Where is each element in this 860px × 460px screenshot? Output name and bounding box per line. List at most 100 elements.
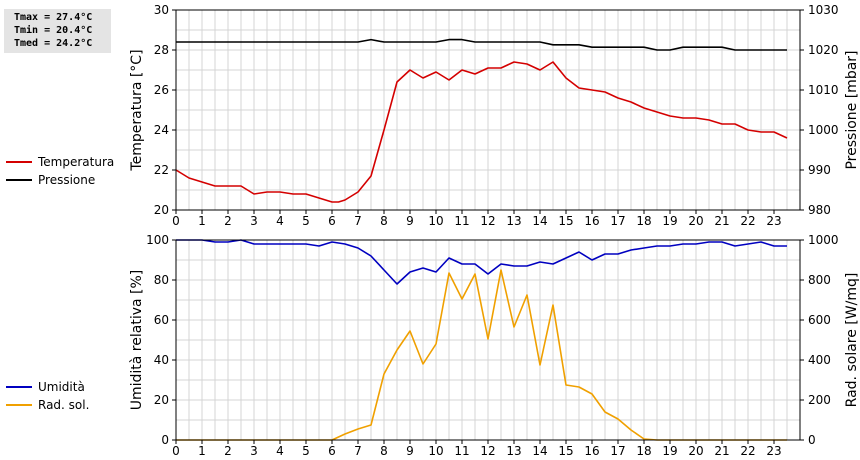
y-tick-label: 100 bbox=[146, 233, 169, 247]
legend-bottom: Umidità Rad. sol. bbox=[6, 378, 89, 414]
y-tick-label: 0 bbox=[161, 433, 169, 447]
x-tick-label: 8 bbox=[380, 444, 388, 458]
x-tick-label: 5 bbox=[302, 214, 310, 228]
x-tick-label: 2 bbox=[224, 444, 232, 458]
x-tick-label: 3 bbox=[250, 444, 258, 458]
y2-tick-label: 1000 bbox=[808, 123, 839, 137]
legend-item-temperatura: Temperatura bbox=[6, 153, 114, 171]
x-tick-label: 15 bbox=[558, 214, 573, 228]
x-tick-label: 16 bbox=[584, 214, 599, 228]
legend-swatch-radsol bbox=[6, 404, 32, 406]
legend-item-umidita: Umidità bbox=[6, 378, 89, 396]
legend-swatch-temperatura bbox=[6, 161, 32, 163]
y2-tick-label: 980 bbox=[808, 203, 831, 217]
x-tick-label: 8 bbox=[380, 214, 388, 228]
x-tick-label: 9 bbox=[406, 214, 414, 228]
series-line-2-2 bbox=[176, 269, 787, 441]
y-tick-label: 80 bbox=[154, 273, 169, 287]
x-tick-label: 1 bbox=[198, 214, 206, 228]
x-tick-label: 14 bbox=[532, 214, 547, 228]
legend-label-temperatura: Temperatura bbox=[38, 155, 115, 169]
series-line-2-1 bbox=[176, 239, 787, 285]
legend-swatch-pressione bbox=[6, 179, 32, 181]
y2-tick-label: 990 bbox=[808, 163, 831, 177]
y2-tick-label: 0 bbox=[808, 433, 816, 447]
y2-axis-title: Rad. solare [W/mq] bbox=[844, 273, 860, 408]
stat-tmin: Tmin = 20.4°C bbox=[14, 25, 93, 36]
y-tick-label: 20 bbox=[154, 203, 169, 217]
x-tick-label: 9 bbox=[406, 444, 414, 458]
x-tick-label: 13 bbox=[506, 214, 521, 228]
x-tick-label: 22 bbox=[740, 214, 755, 228]
x-tick-label: 23 bbox=[766, 444, 781, 458]
y2-tick-label: 1030 bbox=[808, 3, 839, 17]
x-tick-label: 1 bbox=[198, 444, 206, 458]
x-tick-label: 21 bbox=[714, 214, 729, 228]
stat-tmed: Tmed = 24.2°C bbox=[14, 38, 93, 49]
x-tick-label: 18 bbox=[636, 214, 651, 228]
x-tick-label: 19 bbox=[662, 214, 677, 228]
y-tick-label: 22 bbox=[154, 163, 169, 177]
legend-swatch-umidita bbox=[6, 386, 32, 388]
x-tick-label: 4 bbox=[276, 214, 284, 228]
x-tick-label: 5 bbox=[302, 444, 310, 458]
legend-top: Temperatura Pressione bbox=[6, 153, 114, 189]
x-tick-label: 6 bbox=[328, 214, 336, 228]
x-tick-label: 10 bbox=[428, 444, 443, 458]
legend-label-pressione: Pressione bbox=[38, 173, 96, 187]
x-tick-label: 7 bbox=[354, 444, 362, 458]
series-line-1-1 bbox=[175, 61, 788, 203]
y-tick-label: 20 bbox=[154, 393, 169, 407]
x-tick-label: 4 bbox=[276, 444, 284, 458]
chart-panel-2: 0 1 2 3 4 5 6 7 8 9 10 11 12 13 14 15 16 17 18 19 20 21 22 2302… bbox=[129, 233, 860, 458]
y-tick-label: 40 bbox=[154, 353, 169, 367]
x-tick-label: 13 bbox=[506, 444, 521, 458]
x-tick-label: 0 bbox=[172, 444, 180, 458]
x-tick-label: 19 bbox=[662, 444, 677, 458]
y-axis-title: Umidità relativa [%] bbox=[129, 270, 145, 411]
y2-tick-label: 800 bbox=[808, 273, 831, 287]
chart-panel-1: 0 1 2 3 4 5 6 7 8 9 10 11 12 13 14 15 16 17 18 19 20 21 22 2320… bbox=[129, 3, 860, 228]
stats-box: Tmax = 27.4°C Tmin = 20.4°C Tmed = 24.2°… bbox=[4, 9, 111, 53]
legend-item-pressione: Pressione bbox=[6, 171, 114, 189]
y2-axis-title: Pressione [mbar] bbox=[844, 50, 860, 169]
x-tick-label: 20 bbox=[688, 444, 703, 458]
x-tick-label: 0 bbox=[172, 214, 180, 228]
series-line-1-2 bbox=[176, 38, 787, 51]
x-tick-label: 11 bbox=[454, 444, 469, 458]
x-tick-label: 7 bbox=[354, 214, 362, 228]
x-tick-label: 6 bbox=[328, 444, 336, 458]
x-tick-label: 20 bbox=[688, 214, 703, 228]
x-tick-label: 14 bbox=[532, 444, 547, 458]
y2-tick-label: 600 bbox=[808, 313, 831, 327]
y-tick-label: 30 bbox=[154, 3, 169, 17]
y-tick-label: 24 bbox=[154, 123, 169, 137]
x-tick-label: 12 bbox=[480, 214, 495, 228]
x-tick-label: 12 bbox=[480, 444, 495, 458]
x-tick-label: 16 bbox=[584, 444, 599, 458]
legend-label-radsol: Rad. sol. bbox=[38, 398, 90, 412]
y-tick-label: 26 bbox=[154, 83, 169, 97]
stat-tmax: Tmax = 27.4°C bbox=[14, 12, 93, 23]
y2-tick-label: 1020 bbox=[808, 43, 839, 57]
y2-tick-label: 400 bbox=[808, 353, 831, 367]
x-tick-label: 15 bbox=[558, 444, 573, 458]
x-tick-label: 10 bbox=[428, 214, 443, 228]
x-tick-label: 18 bbox=[636, 444, 651, 458]
x-tick-label: 3 bbox=[250, 214, 258, 228]
y-tick-label: 60 bbox=[154, 313, 169, 327]
x-tick-label: 23 bbox=[766, 214, 781, 228]
y2-tick-label: 200 bbox=[808, 393, 831, 407]
x-tick-label: 17 bbox=[610, 214, 625, 228]
y2-tick-label: 1010 bbox=[808, 83, 839, 97]
x-tick-label: 2 bbox=[224, 214, 232, 228]
legend-item-radsol: Rad. sol. bbox=[6, 396, 89, 414]
y2-tick-label: 1000 bbox=[808, 233, 839, 247]
x-tick-label: 21 bbox=[714, 444, 729, 458]
y-tick-label: 28 bbox=[154, 43, 169, 57]
y-axis-title: Temperatura [°C] bbox=[129, 49, 145, 171]
legend-label-umidita: Umidità bbox=[38, 380, 85, 394]
x-tick-label: 22 bbox=[740, 444, 755, 458]
x-tick-label: 17 bbox=[610, 444, 625, 458]
